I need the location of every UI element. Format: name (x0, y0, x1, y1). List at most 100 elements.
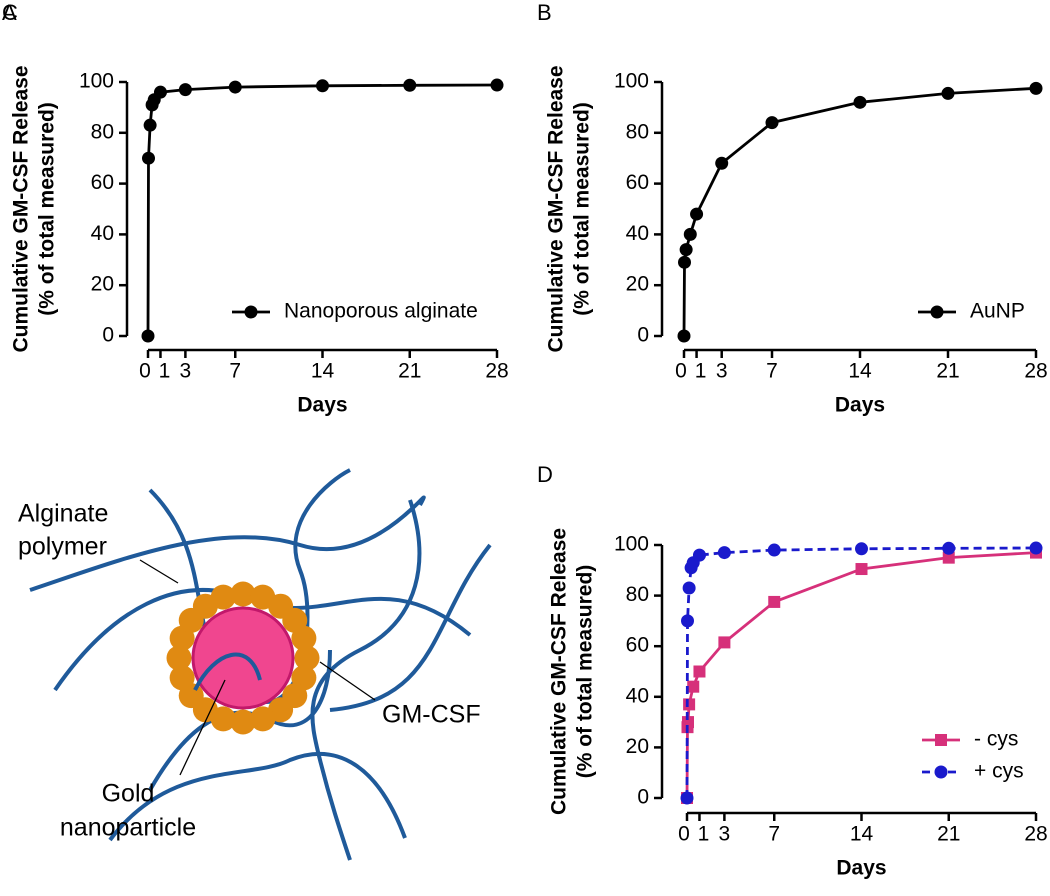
x-tick-label: 7 (229, 360, 241, 383)
y-tick-label: 100 (79, 70, 114, 93)
marker (678, 255, 692, 269)
polymer-strand (193, 652, 262, 691)
marker (692, 548, 706, 562)
x-axis-label: Days (297, 394, 347, 417)
y-axis-label: Cumulative GM-CSF Release (10, 65, 33, 352)
particle (166, 645, 192, 671)
marker (680, 791, 694, 805)
x-tick-label: 7 (766, 360, 778, 383)
diagram-label: Alginate (18, 500, 108, 528)
marker (316, 79, 329, 93)
marker (143, 118, 157, 132)
marker (178, 83, 192, 97)
legend-label: Nanoporous alginate (284, 300, 478, 323)
particle (169, 665, 195, 691)
y-tick-label: 40 (626, 222, 649, 245)
particle (230, 709, 256, 735)
marker (1029, 541, 1043, 555)
x-tick-label: 7 (768, 823, 780, 846)
marker (680, 614, 694, 628)
arrow (139, 559, 179, 584)
diagram: C Alginate polymer GM-CSF Gold nanoparti… (2, 0, 492, 861)
series-line (146, 83, 498, 337)
y-tick-label: 60 (626, 171, 649, 194)
x-tick-label: 14 (311, 360, 335, 383)
y-tick-label: 80 (626, 583, 649, 606)
marker (765, 116, 779, 130)
x-tick-label: 0 (675, 360, 687, 383)
y-tick-label: 100 (614, 533, 649, 556)
marker (403, 78, 417, 92)
y-tick-label: 0 (637, 324, 649, 347)
panel-letter: D (537, 462, 553, 487)
marker (1029, 81, 1043, 95)
y-axis-label: (% of total measured) (36, 102, 59, 316)
legend-label: + cys (974, 760, 1024, 783)
particle (250, 706, 276, 732)
panel-letter: C (2, 0, 18, 25)
y-axis-label: Cumulative GM-CSF Release (545, 65, 568, 352)
diagram-label: polymer (18, 533, 107, 561)
marker (718, 636, 731, 649)
marker (683, 698, 696, 711)
marker (681, 716, 694, 729)
marker (682, 581, 696, 595)
marker (942, 541, 956, 555)
marker (490, 78, 504, 92)
diagram-label: GM-CSF (382, 701, 481, 729)
x-tick-label: 0 (678, 823, 690, 846)
x-tick-label: 21 (398, 360, 421, 383)
legend-marker (244, 305, 258, 319)
marker (228, 80, 242, 94)
particle (230, 581, 256, 607)
x-axis-label: Days (836, 857, 886, 880)
x-tick-label: 14 (848, 360, 872, 383)
marker (687, 680, 700, 693)
marker (690, 207, 704, 221)
marker (141, 329, 155, 343)
x-tick-label: 28 (485, 360, 508, 383)
series-line (685, 546, 1037, 799)
marker (853, 95, 867, 109)
legend-label: - cys (974, 728, 1018, 751)
y-tick-label: 0 (637, 786, 649, 809)
marker (942, 551, 955, 564)
particle (210, 584, 236, 610)
x-tick-label: 3 (180, 360, 192, 383)
y-axis-label: (% of total measured) (574, 565, 597, 779)
panel-letter: B (537, 0, 552, 25)
x-tick-label: 1 (159, 360, 171, 383)
particle (294, 645, 320, 671)
marker (693, 665, 706, 678)
marker (941, 86, 955, 100)
diagram-label: Gold (102, 780, 155, 808)
x-tick-label: 1 (698, 823, 710, 846)
x-tick-label: 3 (719, 823, 731, 846)
y-tick-label: 20 (626, 735, 649, 758)
marker (153, 85, 167, 99)
y-tick-label: 20 (626, 273, 649, 296)
legend-label: AuNP (970, 300, 1025, 323)
x-tick-label: 28 (1024, 823, 1047, 846)
y-tick-label: 60 (91, 171, 114, 194)
x-tick-label: 21 (936, 360, 959, 383)
y-tick-label: 0 (102, 324, 114, 347)
legend-marker (935, 734, 947, 746)
diagram-label: nanoparticle (60, 814, 196, 842)
marker (855, 542, 868, 556)
x-tick-label: 28 (1024, 360, 1047, 383)
x-tick-label: 14 (850, 823, 874, 846)
x-tick-label: 3 (716, 360, 728, 383)
marker (715, 156, 729, 170)
y-tick-label: 100 (614, 70, 649, 93)
legend-marker (934, 765, 948, 779)
marker (855, 563, 868, 576)
x-axis-label: Days (835, 394, 885, 417)
marker (677, 329, 691, 343)
panel-letter: A (2, 0, 17, 25)
marker (141, 151, 155, 165)
y-tick-label: 40 (626, 684, 649, 707)
arrow (179, 679, 226, 776)
x-tick-label: 0 (139, 360, 151, 383)
